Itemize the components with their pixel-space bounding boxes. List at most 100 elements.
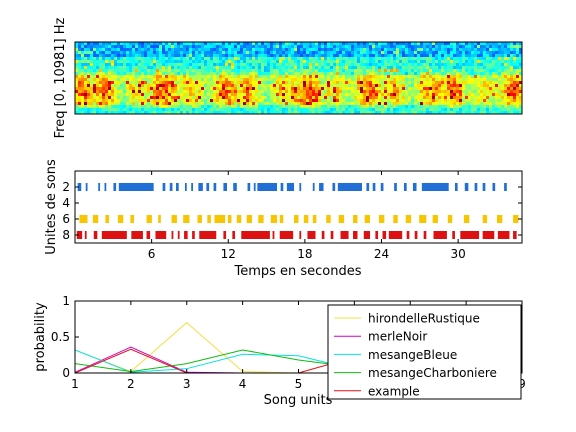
unit-mark <box>405 215 412 223</box>
probability-panel: 12345678900.51 Song units probability hi… <box>33 294 526 408</box>
legend-label: mesangeBleue <box>368 348 457 362</box>
unit-mark <box>279 215 284 223</box>
unit-mark <box>326 215 331 223</box>
unit-mark <box>214 215 226 223</box>
unit-mark <box>321 231 325 239</box>
probability-ytick-label: 0.5 <box>51 330 70 344</box>
probability-xtick-label: 3 <box>183 377 191 391</box>
unit-mark <box>364 215 371 223</box>
unit-mark <box>177 231 180 239</box>
unit-mark <box>93 231 98 239</box>
unit-mark <box>423 231 427 239</box>
unit-mark <box>171 231 174 239</box>
unit-mark <box>184 183 187 191</box>
series-line-example <box>75 348 522 373</box>
unit-mark <box>303 215 309 223</box>
unit-mark <box>454 183 458 191</box>
unit-mark <box>307 231 316 239</box>
units-marks <box>76 183 519 239</box>
unit-mark <box>496 215 503 223</box>
unit-mark <box>482 183 486 191</box>
unit-mark <box>257 183 278 191</box>
unit-mark <box>312 183 315 191</box>
probability-xtick-label: 4 <box>239 377 247 391</box>
unit-mark <box>223 231 227 239</box>
unit-mark <box>492 183 496 191</box>
unit-mark <box>227 215 232 223</box>
probability-xtick-label: 5 <box>295 377 303 391</box>
unit-mark <box>452 231 455 239</box>
unit-mark <box>460 231 480 239</box>
unit-mark <box>433 231 447 239</box>
probability-xtick-label: 2 <box>127 377 135 391</box>
unit-mark <box>105 215 109 223</box>
unit-mark <box>378 215 385 223</box>
units-xtick-label: 24 <box>374 247 389 261</box>
unit-mark <box>280 183 284 191</box>
unit-mark <box>155 231 167 239</box>
unit-mark <box>199 231 217 239</box>
unit-mark <box>146 231 151 239</box>
unit-mark <box>330 231 334 239</box>
unit-mark <box>513 231 517 239</box>
unit-mark <box>77 183 82 191</box>
unit-mark <box>337 183 362 191</box>
unit-mark <box>246 215 253 223</box>
probability-ytick-label: 0 <box>62 366 70 380</box>
unit-mark <box>319 183 324 191</box>
unit-mark <box>131 231 143 239</box>
unit-mark <box>98 183 101 191</box>
unit-mark <box>213 183 217 191</box>
unit-mark <box>101 231 127 239</box>
legend-label: merleNoir <box>368 330 427 344</box>
unit-mark <box>388 231 403 239</box>
unit-mark <box>372 183 376 191</box>
units-xtick-label: 18 <box>297 247 312 261</box>
legend-box <box>327 304 522 400</box>
unit-mark <box>380 183 384 191</box>
unit-mark <box>463 215 470 223</box>
unit-mark <box>279 231 294 239</box>
probability-xtick-label: 1 <box>71 377 79 391</box>
spectrogram-ylabel: Freq [0, 10981] Hz <box>53 17 68 138</box>
legend-label: mesangeCharboniere <box>368 366 497 380</box>
spectrogram-frame <box>74 41 523 115</box>
probability-xlabel: Song units <box>264 393 333 408</box>
units-xtick-label: 30 <box>451 247 466 261</box>
units-xtick-label: 12 <box>221 247 236 261</box>
unit-mark <box>482 215 488 223</box>
unit-mark <box>192 231 195 239</box>
units-series-6 <box>79 215 519 223</box>
unit-mark <box>338 215 345 223</box>
unit-mark <box>366 183 370 191</box>
unit-mark <box>241 231 270 239</box>
spectrogram-panel: Freq [0, 10981] Hz <box>53 17 523 138</box>
unit-mark <box>382 231 387 239</box>
unit-mark <box>419 215 427 223</box>
unit-mark <box>272 231 275 239</box>
units-xlabel: Temps en secondes <box>233 264 361 279</box>
unit-mark <box>79 215 88 223</box>
units-series-8 <box>76 231 517 239</box>
probability-ylabel: probability <box>33 302 48 372</box>
unit-mark <box>447 215 453 223</box>
units-xtick-label: 6 <box>148 247 156 261</box>
units-ytick-label: 2 <box>62 180 70 194</box>
unit-mark <box>183 215 190 223</box>
unit-mark <box>332 183 336 191</box>
unit-mark <box>130 215 135 223</box>
unit-mark <box>85 183 88 191</box>
unit-mark <box>403 183 407 191</box>
spectrogram-image <box>75 42 522 114</box>
unit-mark <box>412 183 417 191</box>
unit-mark <box>233 183 237 191</box>
units-ylabel: Unites de sons <box>44 159 59 255</box>
unit-mark <box>482 231 495 239</box>
unit-mark <box>464 183 469 191</box>
unit-mark <box>414 231 418 239</box>
unit-mark <box>393 215 398 223</box>
unit-mark <box>158 215 161 223</box>
unit-mark <box>146 215 152 223</box>
unit-mark <box>253 183 256 191</box>
